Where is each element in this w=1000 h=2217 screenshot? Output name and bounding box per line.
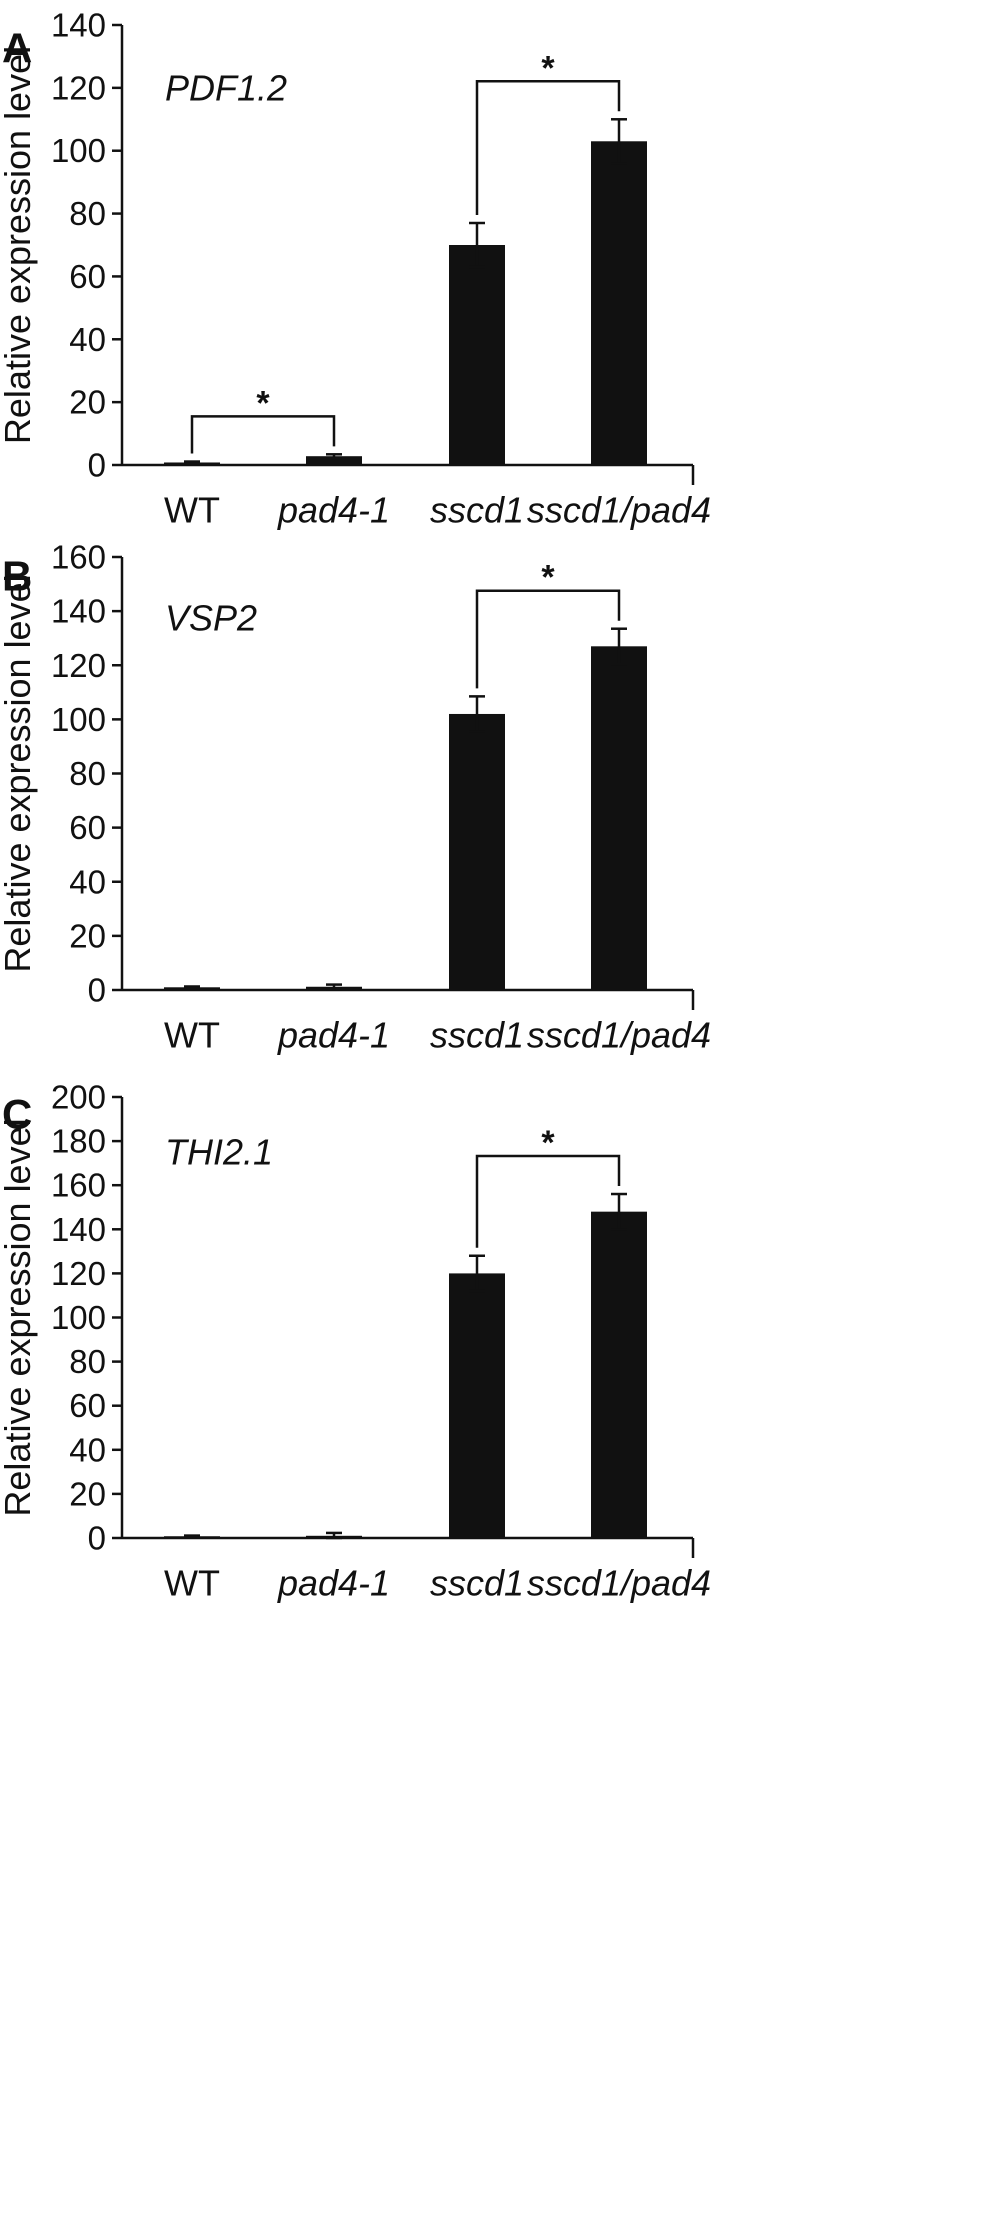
y-tick-label: 40 bbox=[69, 863, 106, 900]
y-tick-label: 0 bbox=[88, 972, 106, 1009]
bar-2 bbox=[306, 456, 362, 465]
y-tick-label: 100 bbox=[51, 701, 106, 738]
gene-label: VSP2 bbox=[165, 598, 257, 639]
category-label: WT bbox=[164, 1563, 220, 1604]
y-tick-label: 80 bbox=[69, 195, 106, 232]
gene-label: PDF1.2 bbox=[165, 68, 287, 109]
category-label: WT bbox=[164, 490, 220, 531]
panel-letter: C bbox=[2, 1090, 32, 1137]
y-tick-label: 120 bbox=[51, 647, 106, 684]
bar-3 bbox=[449, 713, 505, 990]
category-label: sscd1/pad4 bbox=[527, 1015, 711, 1056]
significance-bracket bbox=[475, 1154, 621, 1248]
category-label: sscd1/pad4 bbox=[527, 1563, 711, 1604]
bar-4 bbox=[591, 646, 647, 990]
y-tick-label: 60 bbox=[69, 1387, 106, 1424]
significance-star: * bbox=[256, 384, 270, 422]
y-tick-label: 200 bbox=[51, 1079, 106, 1116]
category-label: pad4-1 bbox=[277, 490, 390, 531]
significance-star: * bbox=[541, 1124, 555, 1162]
y-tick-label: 160 bbox=[51, 1167, 106, 1204]
bar-3 bbox=[449, 245, 505, 465]
y-axis-label: Relative expression level bbox=[0, 46, 38, 444]
y-tick-label: 40 bbox=[69, 321, 106, 358]
category-label: sscd1 bbox=[430, 1563, 524, 1604]
category-label: sscd1 bbox=[430, 1015, 524, 1056]
y-tick-label: 0 bbox=[88, 447, 106, 484]
y-tick-label: 20 bbox=[69, 917, 106, 954]
y-tick-label: 20 bbox=[69, 384, 106, 421]
y-tick-label: 100 bbox=[51, 132, 106, 169]
category-label: WT bbox=[164, 1015, 220, 1056]
significance-star: * bbox=[541, 559, 555, 597]
y-tick-label: 60 bbox=[69, 809, 106, 846]
y-tick-label: 0 bbox=[88, 1520, 106, 1557]
y-tick-label: 80 bbox=[69, 755, 106, 792]
bar-3 bbox=[449, 1273, 505, 1538]
y-axis-label: Relative expression level bbox=[0, 1118, 38, 1516]
y-tick-label: 160 bbox=[51, 539, 106, 576]
y-tick-label: 140 bbox=[51, 7, 106, 44]
y-tick-label: 20 bbox=[69, 1475, 106, 1512]
panel-letter: A bbox=[2, 24, 32, 71]
y-axis-label: Relative expression level bbox=[0, 574, 38, 972]
significance-bracket bbox=[190, 415, 336, 454]
y-tick-label: 120 bbox=[51, 69, 106, 106]
y-tick-label: 100 bbox=[51, 1299, 106, 1336]
category-label: sscd1 bbox=[430, 490, 524, 531]
category-label: pad4-1 bbox=[277, 1563, 390, 1604]
gene-label: THI2.1 bbox=[165, 1132, 273, 1173]
y-tick-label: 140 bbox=[51, 593, 106, 630]
y-tick-label: 40 bbox=[69, 1431, 106, 1468]
significance-bracket bbox=[475, 80, 621, 215]
y-tick-label: 180 bbox=[51, 1123, 106, 1160]
y-tick-label: 80 bbox=[69, 1343, 106, 1380]
significance-star: * bbox=[541, 49, 555, 87]
panel-letter: B bbox=[2, 552, 32, 599]
y-tick-label: 120 bbox=[51, 1255, 106, 1292]
bar-4 bbox=[591, 1211, 647, 1538]
category-label: sscd1/pad4 bbox=[527, 490, 711, 531]
category-label: pad4-1 bbox=[277, 1015, 390, 1056]
y-tick-label: 60 bbox=[69, 258, 106, 295]
y-tick-label: 140 bbox=[51, 1211, 106, 1248]
bar-4 bbox=[591, 141, 647, 466]
significance-bracket bbox=[475, 589, 621, 689]
